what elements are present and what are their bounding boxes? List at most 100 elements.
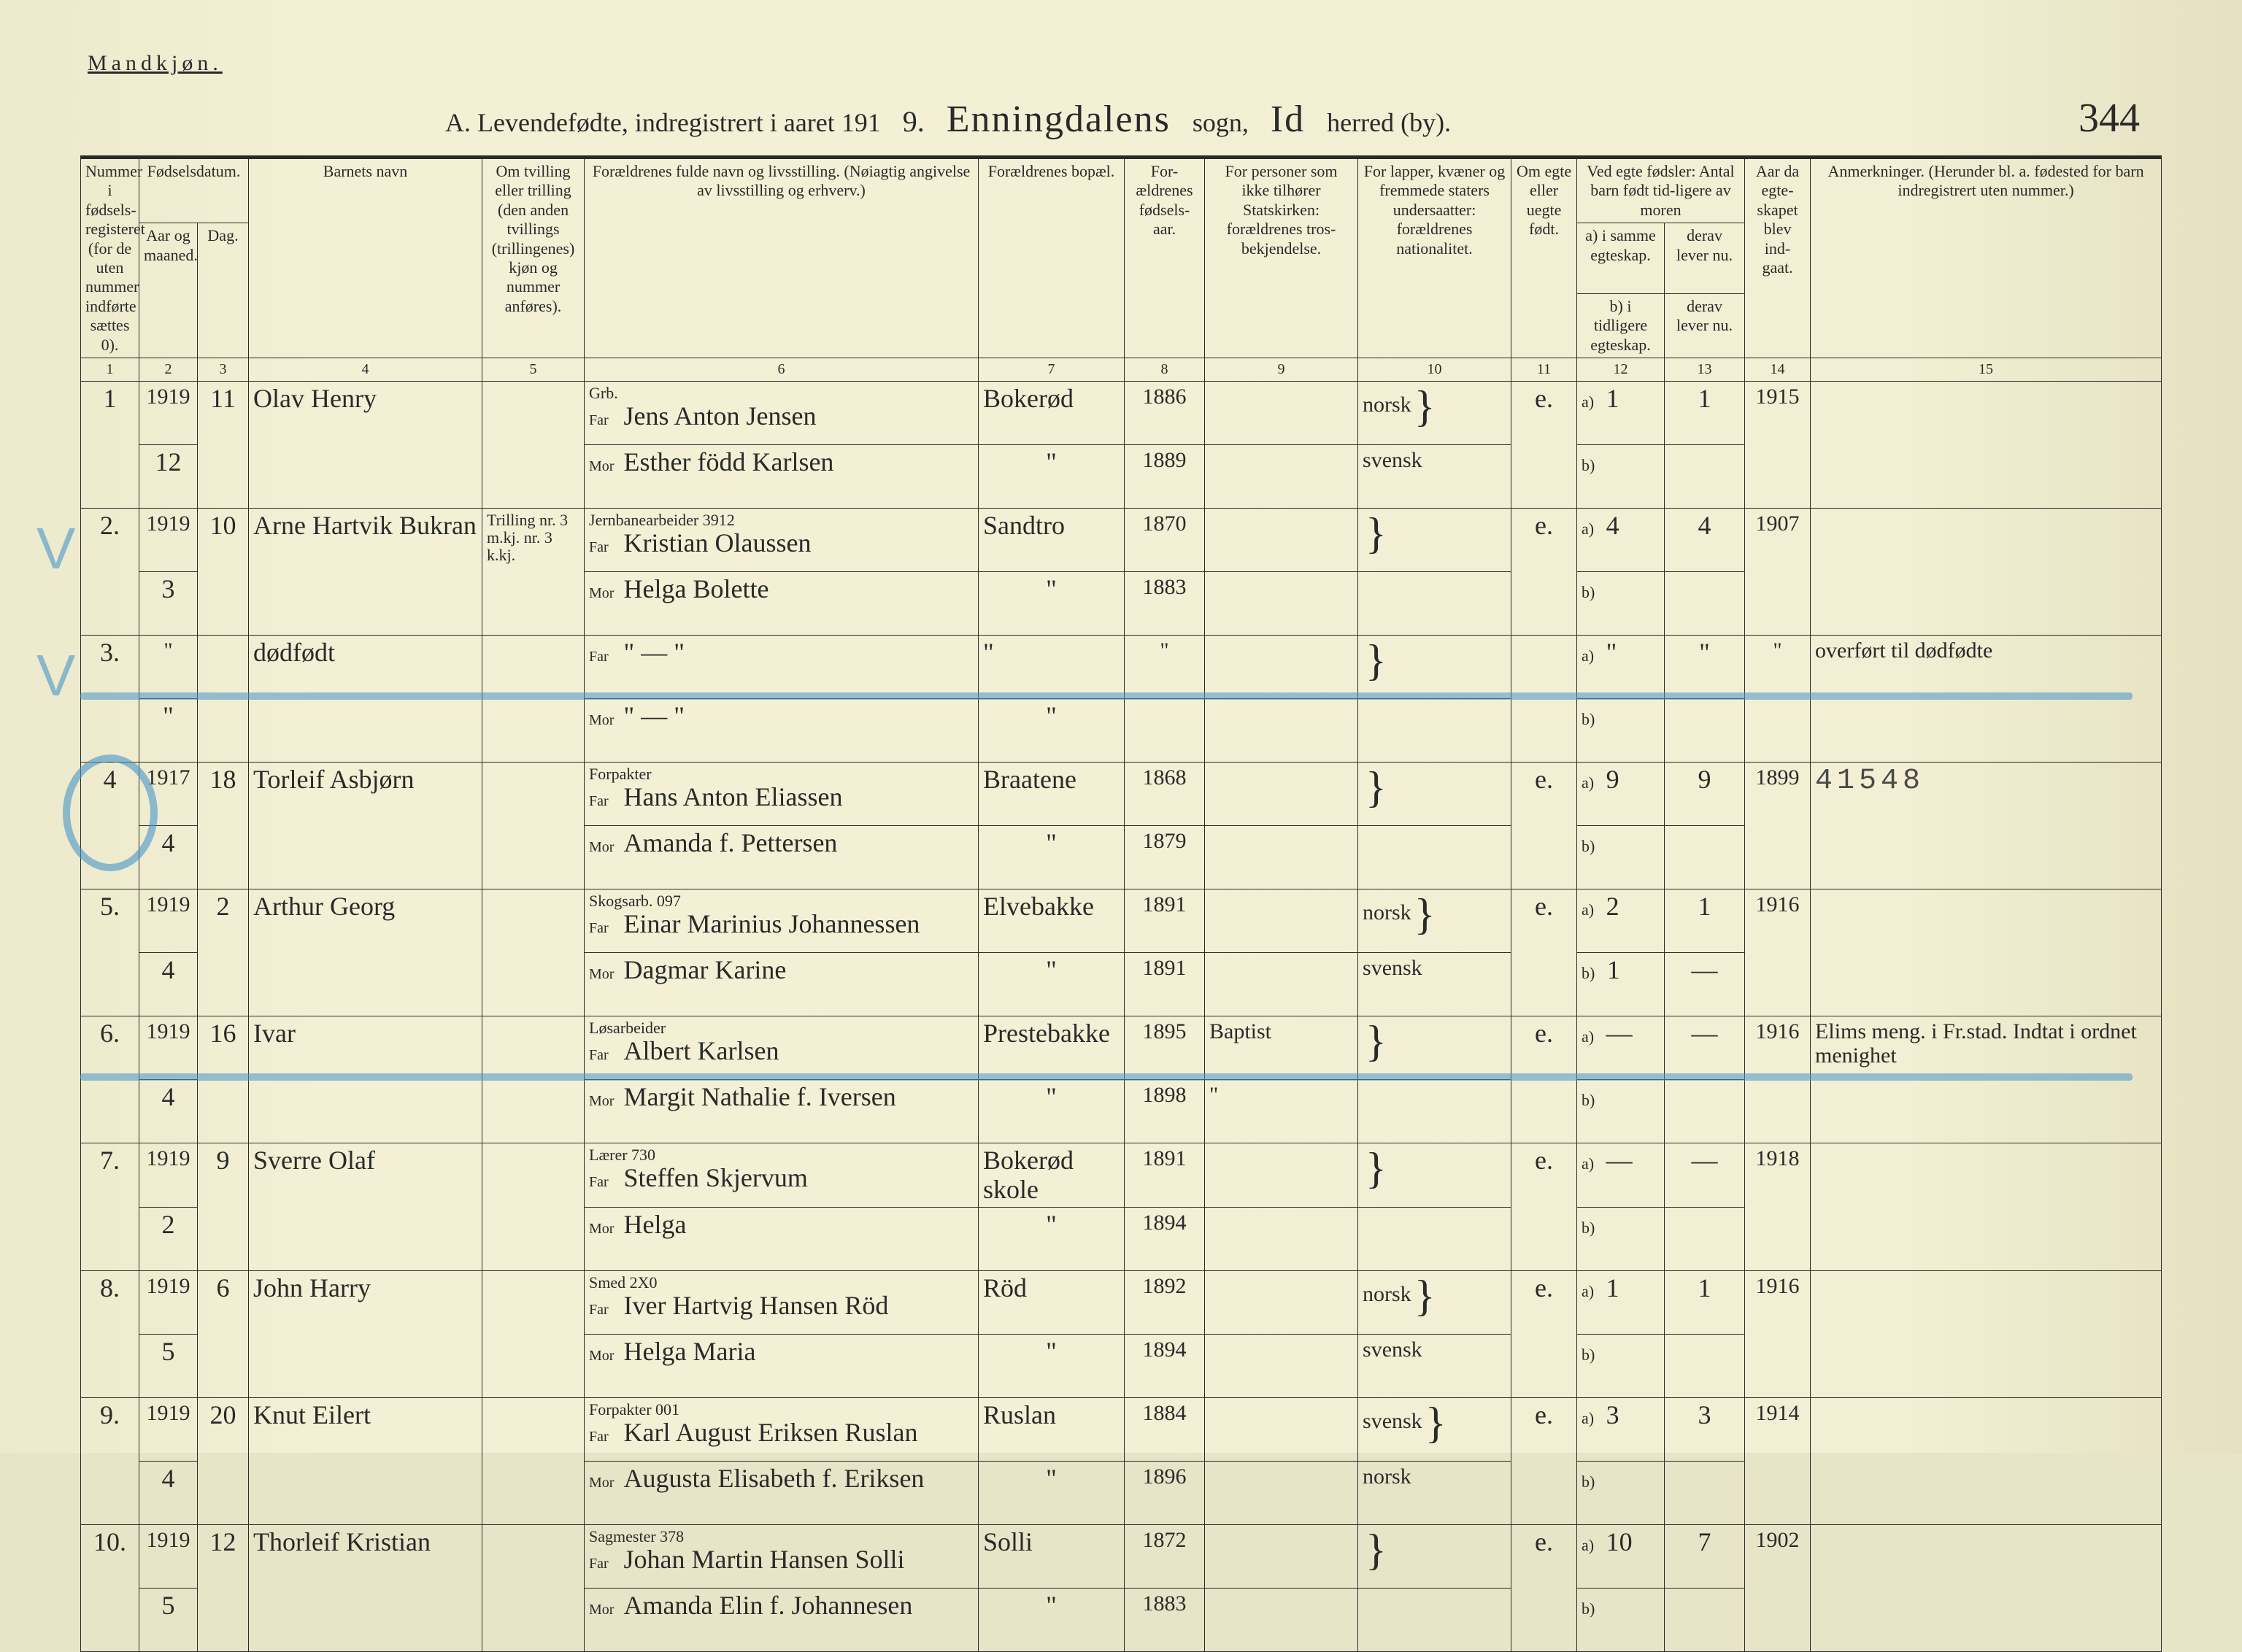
cell-b: b) bbox=[1577, 1208, 1665, 1271]
cell-b: b) bbox=[1577, 1589, 1665, 1652]
cell-c: 3 bbox=[1665, 1398, 1745, 1462]
cell-far: Sagmester 378Far Johan Martin Hansen Sol… bbox=[585, 1525, 979, 1589]
cell-moryr: 1894 bbox=[1125, 1208, 1205, 1271]
table-row: 6.191916IvarLøsarbeiderFar Albert Karlse… bbox=[81, 1016, 2162, 1079]
page-number: 344 bbox=[2079, 95, 2140, 142]
cell-faryr: 1892 bbox=[1125, 1271, 1205, 1335]
cell-nat-f: } bbox=[1358, 1143, 1511, 1207]
cell-marr: 1918 bbox=[1745, 1143, 1811, 1270]
cell-child: John Harry bbox=[249, 1271, 482, 1398]
cell-twin bbox=[482, 889, 585, 1016]
cell-num: 9. bbox=[81, 1398, 139, 1525]
cell-anm bbox=[1811, 1143, 2162, 1270]
cell-a: a) " bbox=[1577, 635, 1665, 698]
cell-egte: e. bbox=[1511, 762, 1577, 889]
cell-mor: Mor Margit Nathalie f. Iversen bbox=[585, 1079, 979, 1143]
cell-day: 9 bbox=[198, 1143, 249, 1270]
hdr-religion: For personer som ikke tilhører Statskirk… bbox=[1205, 159, 1358, 358]
cell-nat-m: svensk bbox=[1358, 1335, 1511, 1398]
cell-a: a) — bbox=[1577, 1143, 1665, 1207]
cell-egte: e. bbox=[1511, 1143, 1577, 1270]
cell-rel bbox=[1205, 1271, 1358, 1335]
cell-bopael: Solli bbox=[979, 1525, 1125, 1589]
cell-c: 4 bbox=[1665, 508, 1745, 571]
cell-faryr: 1891 bbox=[1125, 1143, 1205, 1207]
cell-b: b) 1 bbox=[1577, 952, 1665, 1016]
cell-month: 4 bbox=[139, 1462, 198, 1525]
hdr-anm: Anmerkninger. (Herunder bl. a. fødested … bbox=[1811, 159, 2162, 358]
cell-nat-f: } bbox=[1358, 635, 1511, 698]
hdr-a: a) i samme egteskap. bbox=[1577, 223, 1665, 294]
cell-rel bbox=[1205, 381, 1358, 444]
cell-far: Grb.Far Jens Anton Jensen bbox=[585, 381, 979, 444]
cell-num: 5. bbox=[81, 889, 139, 1016]
cell-nat-m bbox=[1358, 825, 1511, 889]
cell-month: 4 bbox=[139, 1079, 198, 1143]
cell-marr: 1915 bbox=[1745, 381, 1811, 508]
title-prefix: A. Levendefødte, indregistrert i aaret 1… bbox=[445, 107, 881, 138]
table-head: Nummer i fødsels-registeret (for de uten… bbox=[81, 159, 2162, 382]
cell-bopael: Bokerød bbox=[979, 381, 1125, 444]
cell-child: Olav Henry bbox=[249, 381, 482, 508]
cell-bopael-ditto: " bbox=[979, 571, 1125, 635]
table-body: 1191911Olav HenryGrb.Far Jens Anton Jens… bbox=[81, 381, 2162, 1651]
cell-far: ForpakterFar Hans Anton Eliassen bbox=[585, 762, 979, 825]
cell-bopael-ditto: " bbox=[979, 444, 1125, 508]
cell-bopael: Elvebakke bbox=[979, 889, 1125, 952]
cell-bopael: Prestebakke bbox=[979, 1016, 1125, 1079]
cell-a: a) 3 bbox=[1577, 1398, 1665, 1462]
cell-egte: e. bbox=[1511, 1525, 1577, 1652]
cell-faryr: 1868 bbox=[1125, 762, 1205, 825]
cell-nat-m bbox=[1358, 1589, 1511, 1652]
cell-c: " bbox=[1665, 635, 1745, 698]
blue-strike bbox=[80, 692, 2133, 700]
hdr-marriage-yr: Aar da egte-skapet blev ind-gaat. bbox=[1745, 159, 1811, 358]
cell-nat-m bbox=[1358, 571, 1511, 635]
cell-b: b) bbox=[1577, 571, 1665, 635]
cell-nat-f: } bbox=[1358, 1016, 1511, 1079]
cell-marr: 1899 bbox=[1745, 762, 1811, 889]
archive-stamp: 41548 bbox=[1815, 765, 2157, 798]
cell-anm: 41548 bbox=[1811, 762, 2162, 889]
blue-check: V bbox=[36, 642, 75, 709]
cell-c: 1 bbox=[1665, 1271, 1745, 1335]
cell-bopael-ditto: " bbox=[979, 1335, 1125, 1398]
cell-month: 5 bbox=[139, 1589, 198, 1652]
cell-year: " bbox=[139, 635, 198, 698]
cell-moryr: 1883 bbox=[1125, 571, 1205, 635]
cell-b: b) bbox=[1577, 1462, 1665, 1525]
cell-c: — bbox=[1665, 1016, 1745, 1079]
blue-strike bbox=[80, 1073, 2133, 1081]
cell-child: Arthur Georg bbox=[249, 889, 482, 1016]
cell-month: 2 bbox=[139, 1208, 198, 1271]
cell-child: Arne Hartvik Bukran bbox=[249, 508, 482, 635]
sogn-name: Enningdalens bbox=[947, 98, 1171, 141]
hdr-prior-births: Ved egte fødsler: Antal barn født tid-li… bbox=[1577, 159, 1745, 223]
hdr-date: Fødselsdatum. bbox=[139, 159, 249, 223]
cell-d bbox=[1665, 1208, 1745, 1271]
cell-nat-m: norsk bbox=[1358, 1462, 1511, 1525]
hdr-twin: Om tvilling eller trilling (den anden tv… bbox=[482, 159, 585, 358]
colnum: 6 bbox=[585, 358, 979, 381]
hdr-birthyr: For-ældrenes fødsels-aar. bbox=[1125, 159, 1205, 358]
cell-year: 1919 bbox=[139, 1143, 198, 1207]
cell-rel bbox=[1205, 889, 1358, 952]
cell-d bbox=[1665, 1589, 1745, 1652]
cell-twin bbox=[482, 381, 585, 508]
cell-mor: Mor Amanda f. Pettersen bbox=[585, 825, 979, 889]
cell-moryr: 1894 bbox=[1125, 1335, 1205, 1398]
cell-nat-f: norsk} bbox=[1358, 889, 1511, 952]
cell-rel2 bbox=[1205, 952, 1358, 1016]
cell-month: " bbox=[139, 698, 198, 762]
cell-nat-f: svensk} bbox=[1358, 1398, 1511, 1462]
cell-rel bbox=[1205, 1398, 1358, 1462]
cell-year: 1919 bbox=[139, 381, 198, 444]
blue-check: V bbox=[36, 515, 75, 582]
cell-c: 7 bbox=[1665, 1525, 1745, 1589]
table-row: 5.19192Arthur GeorgSkogsarb. 097Far Eina… bbox=[81, 889, 2162, 952]
cell-mor: Mor Helga Maria bbox=[585, 1335, 979, 1398]
cell-egte: e. bbox=[1511, 1398, 1577, 1525]
cell-moryr: 1896 bbox=[1125, 1462, 1205, 1525]
colnum: 3 bbox=[198, 358, 249, 381]
hdr-day: Dag. bbox=[198, 223, 249, 358]
